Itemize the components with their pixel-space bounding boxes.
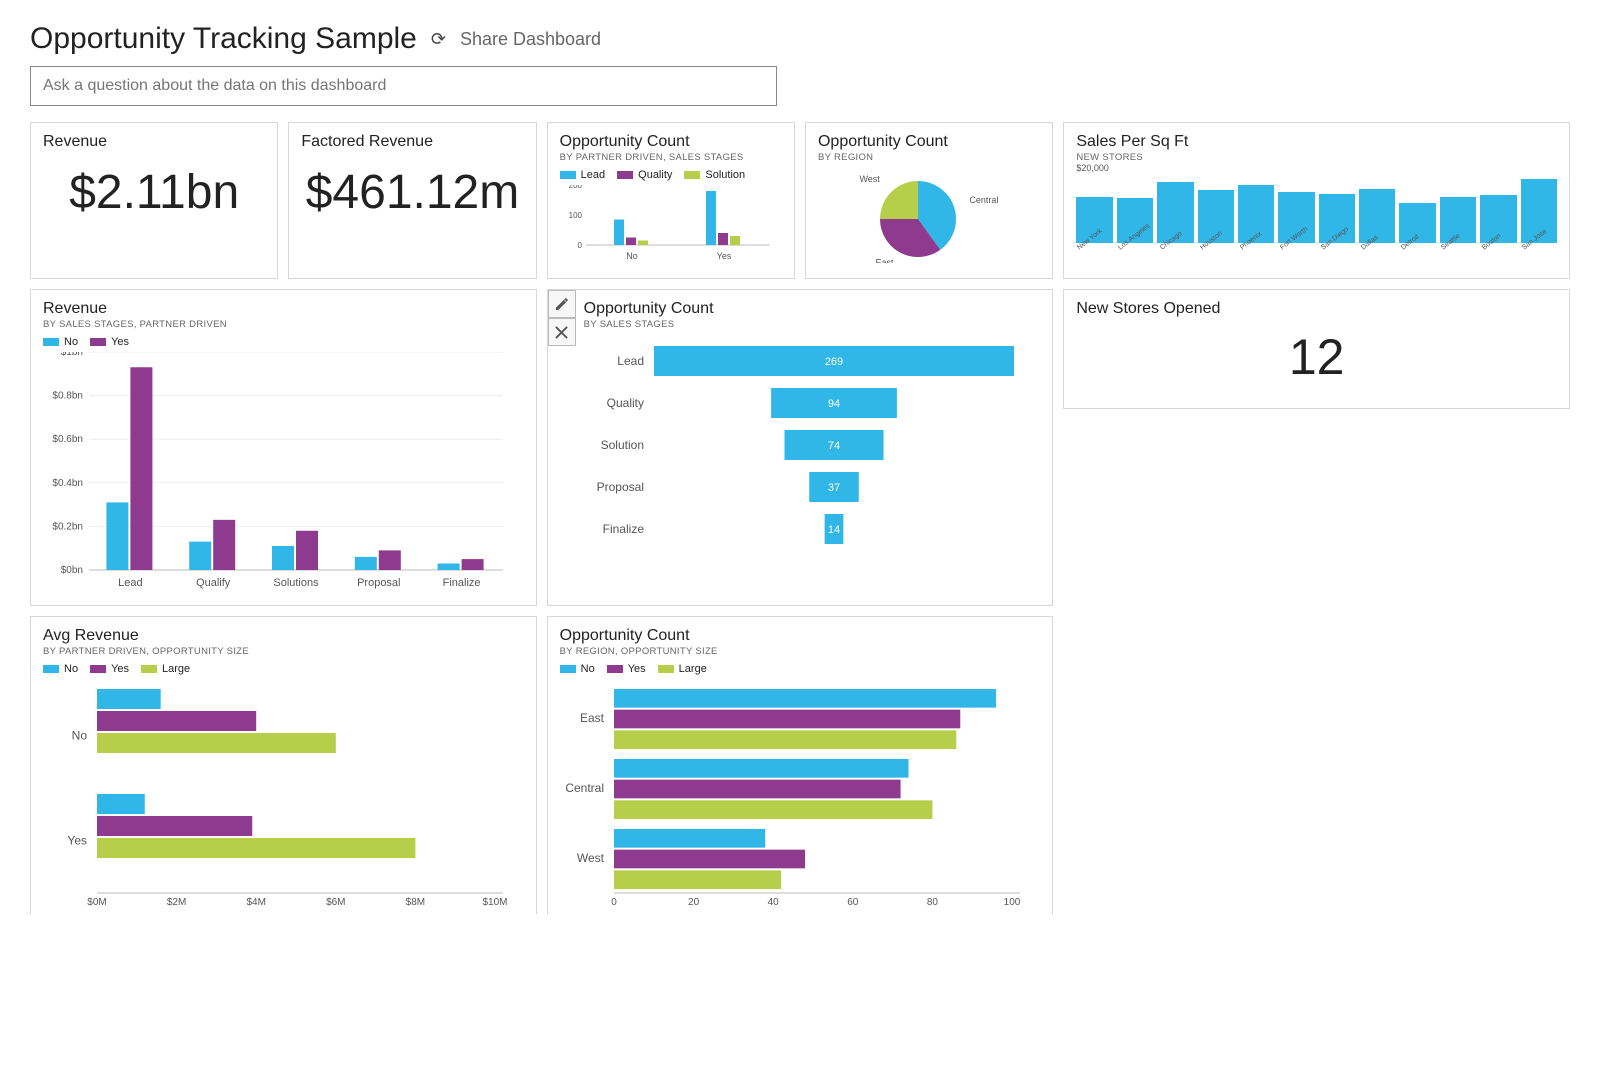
svg-text:40: 40 — [767, 897, 779, 908]
tile-title: New Stores Opened — [1076, 300, 1557, 318]
legend: NoYes — [43, 336, 524, 348]
svg-text:Yes: Yes — [67, 834, 87, 848]
svg-text:Lead: Lead — [617, 354, 644, 368]
svg-text:Solution: Solution — [600, 438, 643, 452]
chart-grouped-hbar: No Yes $0M $2M $4M $6M $8M $10M — [43, 679, 524, 909]
qna-input[interactable] — [30, 66, 777, 106]
svg-text:37: 37 — [828, 482, 840, 494]
svg-text:14: 14 — [828, 524, 840, 536]
svg-text:Finalize: Finalize — [443, 577, 481, 589]
svg-text:$0.4bn: $0.4bn — [52, 478, 83, 489]
svg-text:100: 100 — [568, 211, 582, 220]
tile-title: Revenue — [43, 300, 524, 318]
svg-text:No: No — [72, 729, 88, 743]
page-title: Opportunity Tracking Sample — [30, 22, 417, 56]
x-tick-labels: New YorkLos AngelesChicagoHoustonPhoenix… — [1076, 246, 1557, 270]
tile-sales-sqft[interactable]: Sales Per Sq Ft NEW STORES $20,000 New Y… — [1063, 122, 1570, 279]
tile-funnel[interactable]: Opportunity Count BY SALES STAGES Lead 26… — [547, 289, 1054, 606]
svg-text:Qualify: Qualify — [196, 577, 231, 589]
svg-text:Yes: Yes — [716, 251, 731, 261]
close-icon[interactable] — [548, 318, 576, 346]
svg-text:$0.8bn: $0.8bn — [52, 391, 83, 402]
chart-grouped-column: $0bn $0.2bn $0.4bn $0.6bn $0.8bn $1bn Lead Qual… — [43, 352, 524, 592]
tile-subtitle: BY REGION — [818, 152, 1040, 163]
chart-funnel: Lead 269 Quality 94 Solution 74 Proposal 37 Fina… — [584, 330, 1041, 570]
svg-text:$4M: $4M — [246, 897, 265, 908]
svg-text:Proposal: Proposal — [596, 480, 643, 494]
svg-text:Proposal: Proposal — [357, 577, 400, 589]
tile-new-stores[interactable]: New Stores Opened 12 — [1063, 289, 1570, 409]
svg-text:0: 0 — [611, 897, 617, 908]
tile-title: Opportunity Count — [560, 133, 782, 151]
svg-text:$10M: $10M — [482, 897, 507, 908]
svg-text:$0.2bn: $0.2bn — [52, 521, 83, 532]
tile-subtitle: BY REGION, OPPORTUNITY SIZE — [560, 646, 1041, 657]
svg-text:No: No — [626, 251, 638, 261]
tile-subtitle: BY PARTNER DRIVEN, OPPORTUNITY SIZE — [43, 646, 524, 657]
svg-text:Lead: Lead — [118, 577, 142, 589]
tile-factored-revenue-card[interactable]: Factored Revenue $461.12m — [288, 122, 536, 279]
tile-title: Opportunity Count — [584, 300, 1041, 318]
tile-title: Opportunity Count — [560, 627, 1041, 645]
svg-text:$0.6bn: $0.6bn — [52, 434, 83, 445]
svg-text:94: 94 — [828, 398, 840, 410]
chart-grouped-bar: 0 100 200 No Yes — [560, 185, 782, 263]
svg-text:100: 100 — [1003, 897, 1020, 908]
tile-oppcount-partner[interactable]: Opportunity Count BY PARTNER DRIVEN, SAL… — [547, 122, 795, 279]
tile-subtitle: NEW STORES — [1076, 152, 1557, 163]
tile-title: Avg Revenue — [43, 627, 524, 645]
legend: LeadQualitySolution — [560, 169, 782, 181]
tile-subtitle: BY SALES STAGES, PARTNER DRIVEN — [43, 319, 524, 330]
svg-text:0: 0 — [577, 241, 582, 250]
svg-text:269: 269 — [824, 356, 842, 368]
svg-text:74: 74 — [828, 440, 840, 452]
new-stores-value: 12 — [1076, 318, 1557, 388]
legend: NoYesLarge — [560, 663, 1041, 675]
svg-text:Finalize: Finalize — [602, 522, 644, 536]
y-tick-label: $20,000 — [1076, 163, 1557, 173]
svg-text:200: 200 — [568, 185, 582, 190]
tile-title: Revenue — [43, 133, 265, 151]
svg-text:Central: Central — [969, 195, 998, 205]
svg-text:$2M: $2M — [167, 897, 186, 908]
tile-revenue-card[interactable]: Revenue $2.11bn — [30, 122, 278, 279]
svg-text:$1bn: $1bn — [61, 352, 83, 358]
share-dashboard-link[interactable]: Share Dashboard — [460, 29, 601, 50]
tile-avg-revenue[interactable]: Avg Revenue BY PARTNER DRIVEN, OPPORTUNI… — [30, 616, 537, 914]
tile-oppcount-region[interactable]: Opportunity Count BY REGION Central East W… — [805, 122, 1053, 279]
svg-text:20: 20 — [688, 897, 700, 908]
chart-pie: Central East West — [818, 163, 1040, 263]
factored-revenue-value: $461.12m — [301, 151, 523, 226]
tile-oppcount-region-size[interactable]: Opportunity Count BY REGION, OPPORTUNITY… — [547, 616, 1054, 914]
chart-grouped-hbar: East Central West 0 20 40 60 80 100 — [560, 679, 1041, 909]
svg-text:West: West — [577, 851, 605, 865]
svg-text:East: East — [875, 257, 894, 263]
svg-text:Solutions: Solutions — [273, 577, 319, 589]
legend: NoYesLarge — [43, 663, 524, 675]
edit-icon[interactable] — [548, 290, 576, 318]
tile-subtitle: BY PARTNER DRIVEN, SALES STAGES — [560, 152, 782, 163]
svg-text:$8M: $8M — [406, 897, 425, 908]
tile-subtitle: BY SALES STAGES — [584, 319, 1041, 330]
svg-text:Quality: Quality — [606, 396, 643, 410]
svg-text:Central: Central — [565, 781, 604, 795]
svg-text:West: West — [859, 174, 880, 184]
svg-text:60: 60 — [847, 897, 859, 908]
refresh-icon[interactable]: ⟳ — [431, 29, 446, 50]
svg-text:$0bn: $0bn — [61, 565, 83, 576]
svg-text:$6M: $6M — [326, 897, 345, 908]
tile-title: Opportunity Count — [818, 133, 1040, 151]
svg-text:80: 80 — [926, 897, 938, 908]
tile-title: Factored Revenue — [301, 133, 523, 151]
revenue-value: $2.11bn — [43, 151, 265, 226]
svg-text:East: East — [580, 711, 605, 725]
tile-revenue-by-stage[interactable]: Revenue BY SALES STAGES, PARTNER DRIVEN … — [30, 289, 537, 606]
tile-title: Sales Per Sq Ft — [1076, 133, 1557, 151]
svg-text:$0M: $0M — [87, 897, 106, 908]
